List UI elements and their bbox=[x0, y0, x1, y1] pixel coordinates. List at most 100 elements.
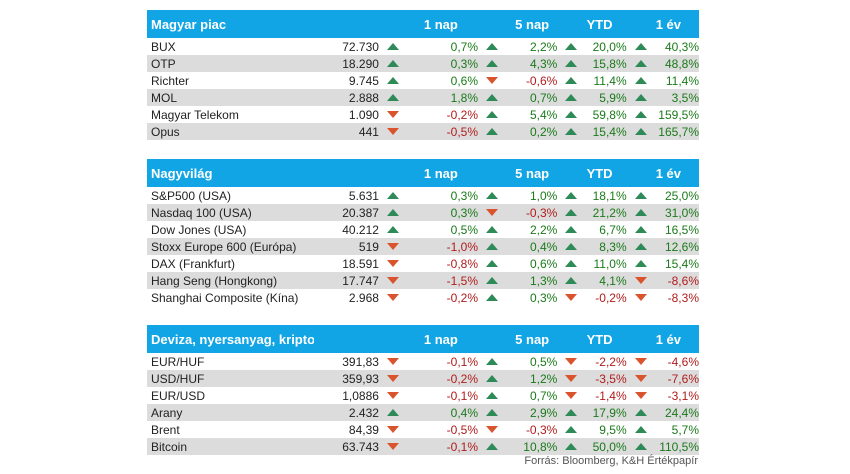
instrument-value: 18.591 bbox=[342, 256, 379, 271]
change-value: -0,2% bbox=[446, 371, 479, 386]
arrow-down-icon bbox=[386, 392, 399, 399]
change-cell: -0,3% bbox=[478, 206, 557, 220]
change-cell: 25,0% bbox=[627, 189, 699, 203]
change-value: 0,3% bbox=[529, 290, 558, 305]
change-cell: 0,7% bbox=[478, 91, 557, 105]
table-row: Stoxx Europe 600 (Európa) 519 -1,0% 0,4% 8,3… bbox=[147, 238, 699, 255]
arrow-up-icon bbox=[486, 111, 499, 118]
change-cell: 31,0% bbox=[627, 206, 699, 220]
market-tables: Magyar piac 1 nap 5 nap YTD 1 év BUX 72.730 0,7… bbox=[147, 10, 699, 474]
instrument-value: 9.745 bbox=[348, 73, 379, 88]
change-value: 0,3% bbox=[450, 56, 479, 71]
change-cell: 2,9% bbox=[478, 406, 557, 420]
arrow-up-icon bbox=[565, 426, 578, 433]
change-cell: 4,3% bbox=[478, 57, 557, 71]
change-value: -0,2% bbox=[446, 107, 479, 122]
change-value: 5,7% bbox=[671, 422, 699, 437]
change-cell: 9,5% bbox=[557, 422, 627, 437]
change-value: 12,6% bbox=[664, 239, 699, 254]
change-value: 5,9% bbox=[599, 90, 627, 105]
change-value: 16,5% bbox=[664, 222, 699, 237]
change-cell: 15,4% bbox=[627, 257, 699, 271]
arrow-up-icon bbox=[386, 43, 399, 50]
change-cell: 2,2% bbox=[478, 223, 557, 237]
arrow-up-icon bbox=[486, 226, 499, 233]
change-cell: -2,2% bbox=[557, 355, 627, 369]
change-value: 1,2% bbox=[529, 371, 558, 386]
table-row: Shanghai Composite (Kína) 2.968 -0,2% 0,3% -… bbox=[147, 289, 699, 306]
change-value: -3,1% bbox=[667, 388, 699, 403]
arrow-up-icon bbox=[634, 60, 647, 67]
change-value: 6,7% bbox=[599, 222, 627, 237]
section-title: Nagyvilág bbox=[151, 165, 213, 181]
instrument-name: Hang Seng (Hongkong) bbox=[151, 273, 278, 288]
change-cell: 0,7% bbox=[379, 40, 478, 54]
change-value: 110,5% bbox=[659, 439, 699, 454]
arrow-up-icon bbox=[486, 94, 499, 101]
arrow-down-icon bbox=[634, 294, 647, 301]
arrow-up-icon bbox=[634, 226, 647, 233]
change-cell: 5,9% bbox=[557, 90, 627, 105]
change-value: 1,3% bbox=[529, 273, 558, 288]
arrow-down-icon bbox=[386, 243, 399, 250]
arrow-up-icon bbox=[486, 60, 499, 67]
change-cell: 21,2% bbox=[557, 206, 627, 220]
arrow-down-icon bbox=[386, 375, 399, 382]
instrument-name: Arany bbox=[151, 405, 183, 420]
arrow-down-icon bbox=[486, 77, 499, 84]
arrow-up-icon bbox=[565, 277, 578, 284]
section-title: Magyar piac bbox=[151, 16, 227, 32]
change-value: 0,4% bbox=[529, 239, 558, 254]
change-value: 48,8% bbox=[664, 56, 699, 71]
table-row: Dow Jones (USA) 40.212 0,5% 2,2% 6,7% 16,5% bbox=[147, 221, 699, 238]
change-cell: 0,3% bbox=[379, 206, 478, 220]
change-value: 15,8% bbox=[592, 56, 627, 71]
arrow-up-icon bbox=[486, 260, 499, 267]
arrow-up-icon bbox=[386, 226, 399, 233]
arrow-up-icon bbox=[486, 358, 499, 365]
instrument-name: Bitcoin bbox=[151, 439, 188, 454]
table-row: MOL 2.888 1,8% 0,7% 5,9% 3,5% bbox=[147, 89, 699, 106]
arrow-up-icon bbox=[486, 392, 499, 399]
change-cell: -3,5% bbox=[557, 372, 627, 386]
change-value: -0,1% bbox=[446, 354, 479, 369]
instrument-value: 40.212 bbox=[342, 222, 379, 237]
change-value: -0,5% bbox=[446, 124, 479, 139]
instrument-name: EUR/HUF bbox=[151, 354, 205, 369]
arrow-up-icon bbox=[634, 111, 647, 118]
change-value: 8,3% bbox=[599, 239, 627, 254]
section-header: Nagyvilág 1 nap 5 nap YTD 1 év bbox=[147, 159, 699, 187]
arrow-up-icon bbox=[565, 111, 578, 118]
column-header: 1 nap bbox=[423, 331, 458, 347]
instrument-value: 72.730 bbox=[342, 39, 379, 54]
change-cell: 0,5% bbox=[379, 223, 478, 237]
arrow-up-icon bbox=[565, 60, 578, 67]
change-value: -0,8% bbox=[446, 256, 479, 271]
arrow-up-icon bbox=[565, 192, 578, 199]
change-value: 5,4% bbox=[529, 107, 558, 122]
change-cell: -3,1% bbox=[627, 389, 699, 403]
arrow-up-icon bbox=[634, 94, 647, 101]
change-value: 0,7% bbox=[450, 39, 479, 54]
change-value: 18,1% bbox=[592, 188, 627, 203]
change-cell: 0,6% bbox=[478, 257, 557, 271]
column-header: YTD bbox=[586, 16, 613, 32]
arrow-up-icon bbox=[565, 409, 578, 416]
source-note: Forrás: Bloomberg, K&H Értékpapír bbox=[524, 455, 698, 467]
section-title: Deviza, nyersanyag, kripto bbox=[151, 331, 315, 347]
arrow-down-icon bbox=[565, 358, 578, 365]
arrow-up-icon bbox=[565, 226, 578, 233]
change-cell: 10,8% bbox=[478, 440, 557, 454]
change-cell: 20,0% bbox=[557, 40, 627, 54]
table-row: Arany 2.432 0,4% 2,9% 17,9% 24,4% bbox=[147, 404, 699, 421]
change-value: -0,3% bbox=[525, 205, 558, 220]
change-value: -0,3% bbox=[525, 422, 558, 437]
arrow-down-icon bbox=[386, 294, 399, 301]
change-value: 9,5% bbox=[599, 422, 627, 437]
arrow-down-icon bbox=[634, 375, 647, 382]
change-value: 1,8% bbox=[450, 90, 479, 105]
column-header: 1 nap bbox=[423, 165, 458, 181]
table-row: Opus 441 -0,5% 0,2% 15,4% 165,7% bbox=[147, 123, 699, 140]
change-cell: -0,5% bbox=[379, 423, 478, 437]
change-cell: -0,1% bbox=[379, 389, 478, 403]
